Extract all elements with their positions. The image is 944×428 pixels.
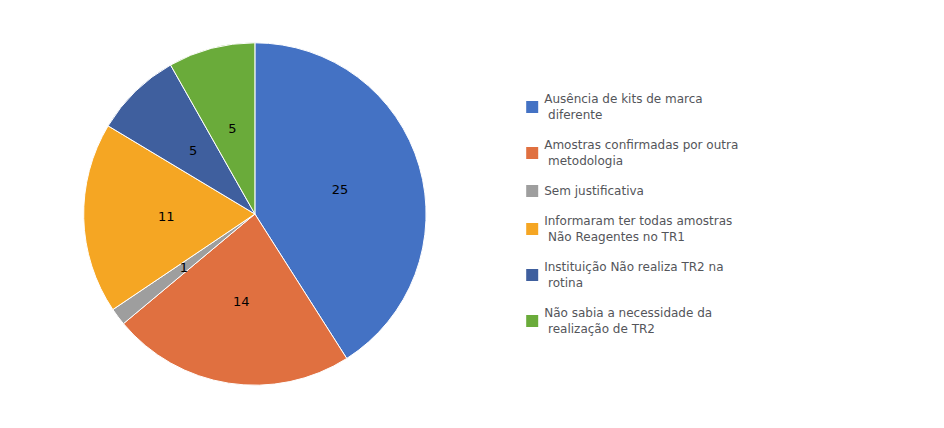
svg-text:Instituição Não realiza TR2 na: Instituição Não realiza TR2 na — [544, 260, 723, 274]
svg-text:Não Reagentes no TR1: Não Reagentes no TR1 — [544, 230, 685, 244]
svg-text:rotina: rotina — [544, 276, 583, 290]
svg-text:25: 25 — [332, 182, 349, 197]
svg-text:11: 11 — [158, 209, 175, 224]
svg-text:5: 5 — [189, 143, 197, 158]
svg-text:Não sabia a necessidade da: Não sabia a necessidade da — [544, 306, 712, 320]
svg-text:14: 14 — [233, 294, 250, 309]
svg-text:Sem justificativa: Sem justificativa — [544, 184, 644, 198]
svg-text:Ausência de kits de marca: Ausência de kits de marca — [544, 92, 703, 106]
svg-text:metodologia: metodologia — [544, 154, 623, 168]
svg-text:Amostras confirmadas por outra: Amostras confirmadas por outra — [544, 138, 738, 152]
svg-text:5: 5 — [228, 121, 236, 136]
svg-text:Informaram ter todas amostras: Informaram ter todas amostras — [544, 214, 732, 228]
svg-text:1: 1 — [180, 260, 188, 275]
svg-text:diferente: diferente — [544, 108, 602, 122]
svg-text:realização de TR2: realização de TR2 — [544, 322, 655, 336]
